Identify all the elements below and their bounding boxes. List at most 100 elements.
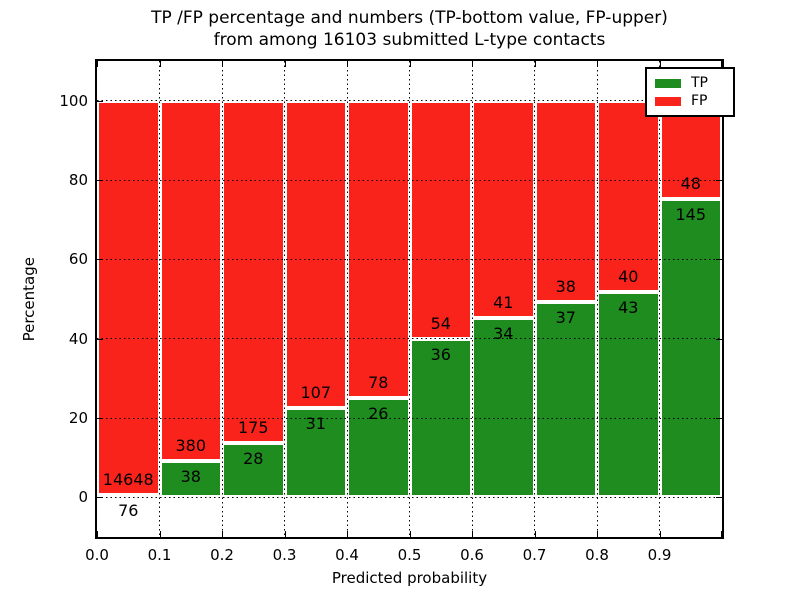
x-axis-tick [347, 61, 348, 67]
x-tick-label: 0.7 [522, 546, 547, 564]
x-tick-label: 0.0 [85, 546, 109, 564]
x-gridline [596, 61, 598, 537]
x-gridline [159, 61, 160, 537]
x-axis-tick [409, 61, 411, 67]
tp-bar-segment [597, 291, 660, 498]
fp-bar-segment [284, 100, 347, 409]
x-tick-label: 0.6 [460, 546, 484, 564]
y-gridline [97, 338, 722, 340]
x-axis-tick [472, 61, 473, 67]
x-axis-tick [159, 531, 161, 537]
fp-bar-segment [534, 100, 597, 302]
x-axis-tick [284, 531, 286, 537]
y-axis-tick [716, 497, 722, 499]
y-tick-label: 40 [68, 329, 88, 348]
fp-count-label: 14648 [102, 470, 154, 490]
tp-bar-segment [472, 317, 535, 498]
tp-bar-segment [222, 442, 285, 498]
fp-count-label: 40 [618, 266, 639, 286]
y-axis-tick [716, 418, 722, 419]
x-axis-tick [222, 531, 223, 537]
x-gridline [659, 61, 660, 537]
x-gridline [284, 61, 285, 537]
fp-bar-segment [347, 100, 410, 399]
plot-area: 14648 76 380 38 175 28 107 31 78 26 54 36 41 34 38 37 40… [59, 59, 735, 587]
fp-legend-swatch [655, 96, 681, 106]
x-axis-tick [721, 61, 722, 67]
y-axis-tick [97, 338, 103, 340]
chart-title-line2: from among 16103 submitted L-type contac… [213, 30, 606, 50]
tp-legend-label: TP [691, 75, 708, 91]
x-axis-tick [597, 531, 598, 537]
y-axis-tick [716, 259, 722, 261]
y-axis-tick [97, 180, 103, 181]
fp-count-label: 78 [368, 373, 389, 393]
fp-bar-segment [159, 100, 222, 462]
y-axis-tick [716, 180, 722, 181]
tp-legend-swatch [655, 78, 681, 88]
y-tick-label: 0 [78, 488, 88, 507]
x-gridline [346, 61, 348, 537]
fp-bar-segment [222, 100, 285, 443]
fp-bar-segment [659, 100, 722, 200]
x-tick-label: 0.2 [210, 546, 234, 564]
x-axis-tick [97, 61, 98, 67]
chart-title: TP /FP percentage and numbers (TP-bottom… [95, 7, 724, 51]
x-gridline [534, 61, 535, 537]
x-tick-label: 0.1 [147, 546, 172, 564]
x-axis-tick [472, 531, 473, 537]
y-tick-label: 20 [68, 409, 88, 427]
fp-bar-segment [97, 100, 160, 496]
x-axis-tick [721, 531, 722, 537]
y-gridline [97, 179, 722, 181]
x-gridline [221, 61, 223, 537]
fp-bar-segment [472, 100, 535, 318]
fp-count-label: 175 [237, 417, 269, 437]
y-axis-tick [716, 338, 722, 340]
tp-bar-segment [347, 398, 410, 498]
x-axis-tick [659, 531, 661, 537]
tp-count-label: 26 [368, 404, 389, 424]
y-tick-label: 60 [68, 250, 88, 269]
y-gridline [97, 496, 722, 498]
x-axis-tick [597, 61, 598, 67]
x-tick-label: 0.8 [585, 546, 609, 564]
y-tick-label: 80 [68, 171, 88, 189]
x-gridline [409, 61, 410, 537]
tp-bar-segment [659, 199, 722, 498]
y-tick-label: 100 [59, 91, 88, 110]
legend: TP FP [645, 67, 735, 117]
legend-item-fp: FP [655, 92, 725, 110]
y-axis-tick [97, 418, 103, 419]
x-axis-tick [97, 531, 98, 537]
tp-count-label: 37 [555, 307, 576, 327]
chart-title-line1: TP /FP percentage and numbers (TP-bottom… [151, 8, 668, 28]
tp-count-label: 76 [118, 501, 139, 521]
fp-count-label: 380 [175, 436, 207, 456]
x-axis-tick [409, 531, 411, 537]
x-gridline [471, 61, 473, 537]
y-gridline [97, 417, 722, 419]
y-axis-label-wrap: Percentage [14, 59, 44, 539]
tp-bar-segment [534, 301, 597, 498]
x-axis-tick [534, 61, 536, 67]
tp-count-label: 36 [430, 344, 451, 364]
x-axis-tick [534, 531, 536, 537]
tp-bar-segment [159, 461, 222, 498]
x-tick-label: 0.5 [397, 546, 422, 564]
x-axis-tick [159, 61, 161, 67]
fp-count-label: 48 [680, 174, 701, 194]
x-tick-label: 0.4 [335, 546, 359, 564]
x-tick-label: 0.9 [647, 546, 672, 564]
tp-bar-segment [284, 408, 347, 498]
y-axis-tick [97, 259, 103, 261]
fp-count-label: 107 [300, 383, 332, 403]
tp-count-label: 34 [493, 323, 514, 343]
y-gridline [97, 258, 722, 260]
x-axis-tick [222, 61, 223, 67]
fp-legend-label: FP [691, 93, 708, 109]
tp-count-label: 31 [305, 414, 326, 434]
tp-count-label: 38 [180, 467, 201, 487]
y-axis-label: Percentage [20, 256, 38, 342]
x-axis-tick [284, 61, 286, 67]
